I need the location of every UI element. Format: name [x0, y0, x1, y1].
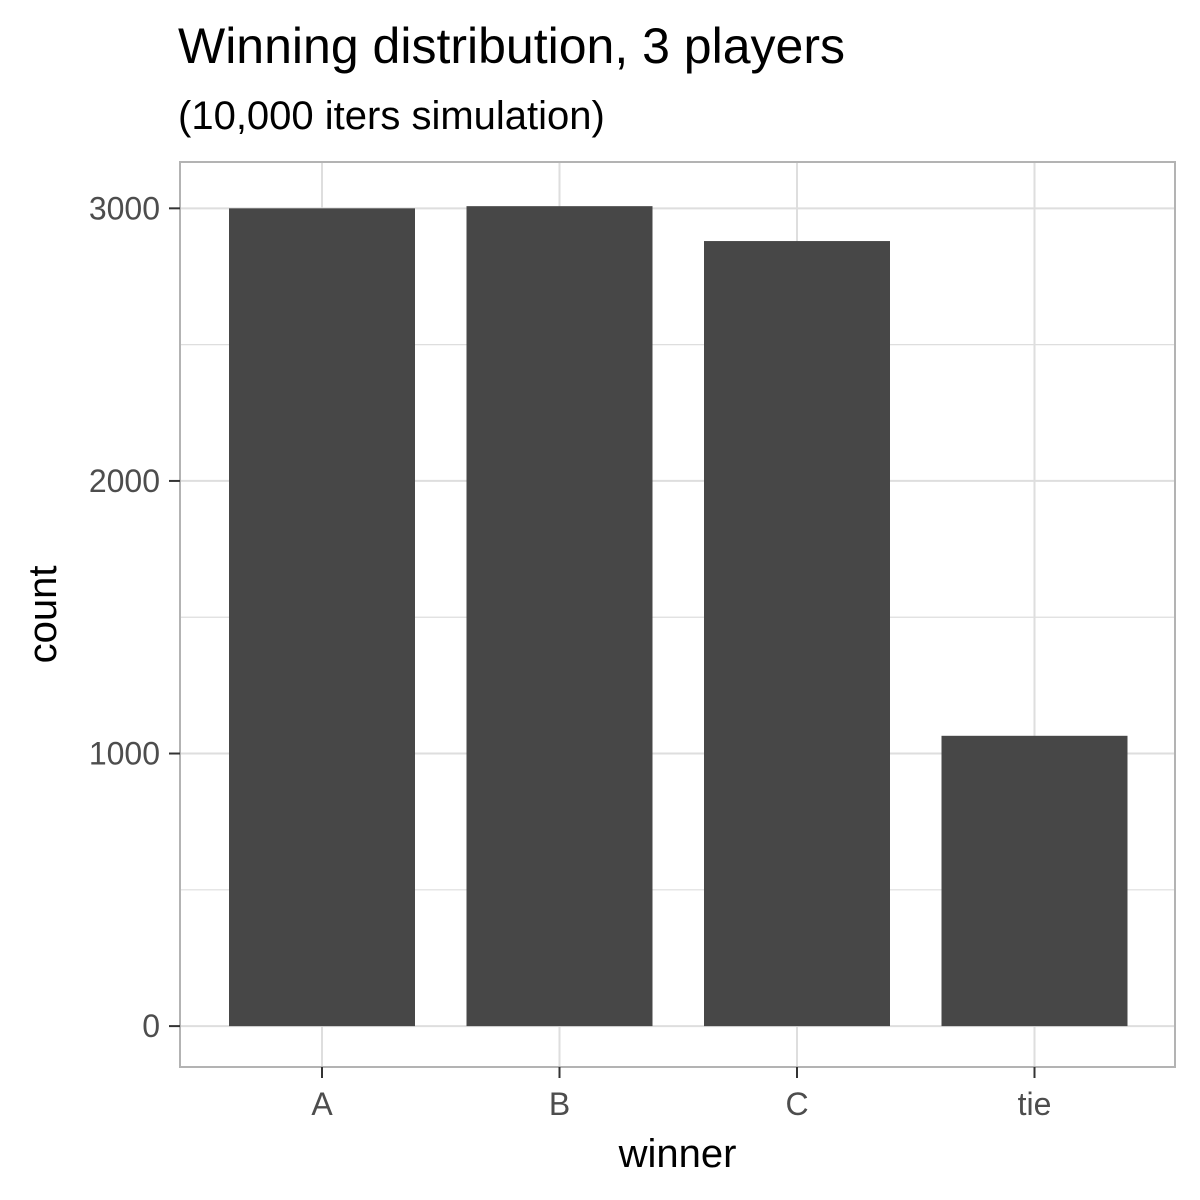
x-axis-title: winner: [618, 1132, 737, 1176]
x-tick-label: C: [785, 1086, 808, 1122]
y-tick-label: 2000: [89, 463, 160, 499]
y-axis: 0 1000 2000 3000: [89, 190, 180, 1044]
x-tick-label: tie: [1018, 1086, 1052, 1122]
chart-title: Winning distribution, 3 players: [178, 18, 845, 74]
bars: [229, 206, 1128, 1027]
y-tick-label: 1000: [89, 736, 160, 772]
y-tick-label: 3000: [89, 190, 160, 226]
x-tick-label: A: [311, 1086, 333, 1122]
chart-subtitle: (10,000 iters simulation): [178, 94, 605, 138]
bar-tie: [941, 735, 1128, 1027]
bar-C: [704, 241, 890, 1027]
bar-A: [229, 208, 415, 1027]
bar-B: [466, 206, 653, 1027]
y-tick-label: 0: [142, 1008, 160, 1044]
plot-panel-border: [179, 161, 1176, 1068]
y-axis-title: count: [21, 566, 65, 664]
x-tick-label: B: [549, 1086, 570, 1122]
